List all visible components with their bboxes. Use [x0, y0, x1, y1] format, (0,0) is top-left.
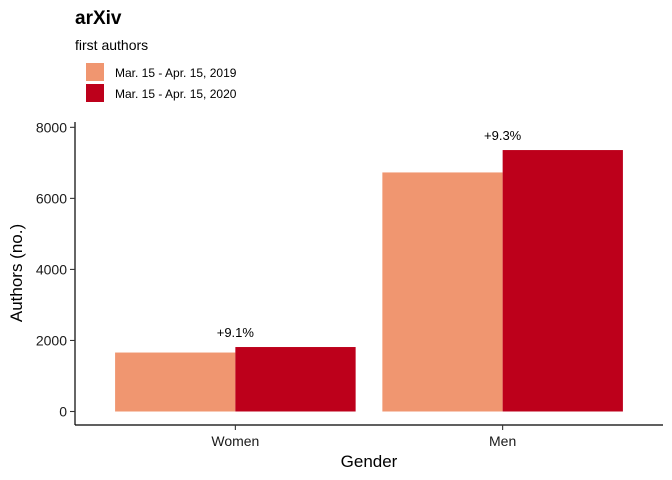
chart-subtitle: first authors	[75, 37, 148, 53]
chart-title: arXiv	[75, 8, 122, 29]
legend-label-2019: Mar. 15 - Apr. 15, 2019	[115, 66, 237, 80]
y-tick-label: 6000	[36, 190, 67, 206]
x-tick-label: Men	[489, 433, 516, 449]
bars	[115, 150, 623, 412]
legend: Mar. 15 - Apr. 15, 2019 Mar. 15 - Apr. 1…	[86, 63, 237, 102]
annotation-women: +9.1%	[217, 325, 255, 340]
legend-swatch-2019	[86, 63, 104, 81]
x-tick-label: Women	[211, 433, 259, 449]
bar-men-0	[382, 172, 503, 412]
y-axis-ticks: 0 2000 4000 6000 8000	[36, 119, 75, 420]
y-tick-label: 4000	[36, 261, 67, 277]
bar-women-1	[235, 347, 356, 412]
y-axis-title: Authors (no.)	[7, 224, 26, 322]
x-axis-ticks: Women Men	[211, 425, 516, 449]
legend-label-2020: Mar. 15 - Apr. 15, 2020	[115, 87, 237, 101]
bar-women-0	[115, 352, 236, 412]
y-tick-label: 8000	[36, 119, 67, 135]
y-tick-label: 2000	[36, 332, 67, 348]
y-tick-label: 0	[59, 404, 67, 420]
legend-swatch-2020	[86, 84, 104, 102]
bar-men-1	[502, 150, 623, 412]
annotation-men: +9.3%	[484, 128, 522, 143]
x-axis-title: Gender	[341, 452, 398, 471]
bar-annotations: +9.1% +9.3%	[217, 128, 522, 340]
